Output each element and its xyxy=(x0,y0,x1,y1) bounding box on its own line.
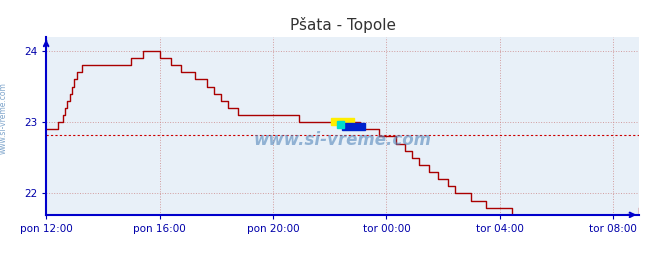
Text: www.si-vreme.com: www.si-vreme.com xyxy=(254,131,432,149)
FancyBboxPatch shape xyxy=(343,123,365,130)
FancyBboxPatch shape xyxy=(331,118,354,125)
Title: Pšata - Topole: Pšata - Topole xyxy=(290,17,395,33)
Text: www.si-vreme.com: www.si-vreme.com xyxy=(0,82,8,154)
FancyBboxPatch shape xyxy=(337,121,344,128)
